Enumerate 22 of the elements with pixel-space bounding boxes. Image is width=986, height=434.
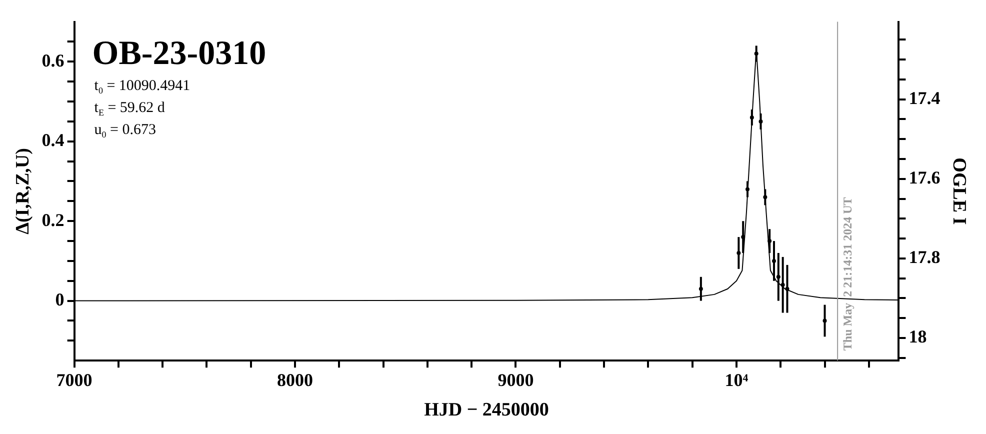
annotation: Thu May 2 21:14:31 2024 UT: [840, 197, 855, 351]
x-tick-label: 9000: [498, 370, 534, 390]
y-axis-title: Δ(I,R,Z,U): [12, 148, 34, 234]
y2-tick-label: 17.8: [908, 247, 940, 268]
y2-axis-title: OGLE I: [948, 158, 970, 225]
point: [822, 318, 827, 323]
y2-tick-label: 17.4: [908, 88, 940, 108]
point: [736, 250, 741, 255]
y2-tick-label: 17.6: [908, 168, 940, 188]
chart-title: OB-23-0310: [92, 34, 266, 72]
point: [772, 258, 776, 263]
point: [698, 286, 703, 291]
x-tick-label: 7000: [56, 370, 92, 390]
y-tick-label: 0.4: [42, 130, 64, 150]
y-tick-label: 0.6: [42, 50, 64, 70]
y2-tick-label: 18: [908, 326, 927, 347]
y-tick-label: 0: [55, 289, 64, 310]
x-tick-label: 10⁴: [724, 370, 749, 390]
x-axis-title: HJD − 2450000: [424, 400, 549, 421]
y-tick-label: 0.2: [42, 210, 64, 230]
x-tick-label: 8000: [277, 370, 314, 390]
point: [776, 274, 780, 279]
